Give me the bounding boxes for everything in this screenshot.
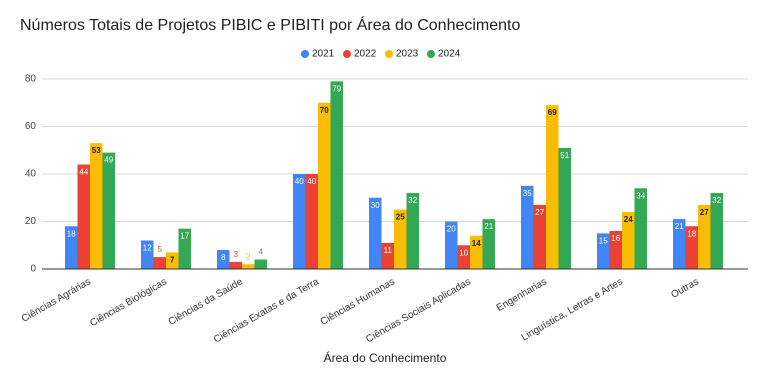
bar (533, 204, 546, 269)
data-label: 69 (548, 108, 557, 117)
data-label: 51 (560, 151, 569, 160)
data-label: 40 (295, 177, 304, 186)
data-label: 53 (92, 146, 101, 155)
bar (153, 257, 166, 269)
bar (445, 221, 458, 269)
legend-swatch (343, 50, 351, 58)
bar (293, 174, 306, 269)
data-label: 21 (675, 222, 684, 231)
data-label: 24 (624, 215, 633, 224)
data-label: 18 (687, 229, 696, 238)
bar (597, 233, 610, 269)
legend-label: 2022 (354, 49, 377, 60)
bar (470, 235, 483, 269)
data-label: 27 (700, 208, 709, 217)
data-label: 8 (221, 253, 226, 262)
y-tick-label: 0 (30, 264, 36, 275)
bar (77, 164, 90, 269)
data-label: 3 (234, 250, 239, 259)
bar (609, 231, 622, 269)
bar (381, 242, 394, 269)
data-label: 11 (384, 246, 393, 255)
y-tick-label: 60 (25, 121, 37, 132)
bar (102, 152, 115, 269)
bar (546, 105, 559, 269)
bar (254, 259, 267, 269)
legend-swatch (301, 50, 309, 58)
legend-label: 2021 (312, 49, 335, 60)
bar (242, 264, 255, 269)
data-label: 40 (307, 177, 316, 186)
bar (394, 209, 407, 269)
data-label: 4 (259, 248, 264, 257)
data-label: 35 (523, 189, 532, 198)
data-label: 30 (371, 201, 380, 210)
x-axis-title: Área do Conhecimento (324, 350, 447, 365)
data-label: 21 (484, 222, 493, 231)
bar (521, 185, 534, 269)
bar (558, 147, 571, 269)
data-label: 49 (104, 156, 113, 165)
data-label: 20 (447, 225, 456, 234)
legend-label: 2023 (396, 49, 419, 60)
data-label: 44 (79, 168, 88, 177)
data-label: 79 (332, 84, 341, 93)
data-label: 5 (158, 245, 163, 254)
data-label: 25 (396, 213, 405, 222)
bar (710, 193, 723, 269)
bar (482, 219, 495, 269)
bar (65, 226, 78, 269)
bar (305, 174, 318, 269)
bar (685, 226, 698, 269)
legend-swatch (427, 50, 435, 58)
chart-title: Números Totais de Projetos PIBIC e PIBIT… (20, 15, 520, 34)
bar (406, 193, 419, 269)
bar (217, 250, 230, 269)
bar (178, 228, 191, 269)
legend-swatch (385, 50, 393, 58)
data-label: 27 (535, 208, 544, 217)
data-label: 32 (408, 196, 417, 205)
bar (229, 261, 242, 269)
bar (141, 240, 154, 269)
bar (369, 197, 382, 269)
data-label: 12 (143, 244, 152, 253)
y-tick-label: 80 (25, 74, 37, 85)
bar (90, 143, 103, 269)
bar (166, 252, 179, 269)
data-label: 2 (246, 252, 251, 261)
bar (330, 81, 343, 269)
legend-label: 2024 (438, 49, 461, 60)
data-label: 16 (611, 234, 620, 243)
y-tick-label: 40 (25, 169, 37, 180)
data-label: 10 (459, 248, 468, 257)
data-label: 7 (170, 255, 175, 264)
data-label: 34 (636, 191, 645, 200)
data-label: 32 (712, 196, 721, 205)
bar (698, 204, 711, 269)
bar (673, 219, 686, 269)
data-label: 17 (180, 232, 189, 241)
bar (457, 245, 470, 269)
bar (622, 212, 635, 269)
bar (634, 188, 647, 269)
data-label: 18 (67, 229, 76, 238)
data-label: 15 (599, 236, 608, 245)
data-label: 70 (320, 106, 329, 115)
bar (318, 102, 331, 269)
y-tick-label: 20 (25, 216, 37, 227)
data-label: 14 (472, 239, 481, 248)
